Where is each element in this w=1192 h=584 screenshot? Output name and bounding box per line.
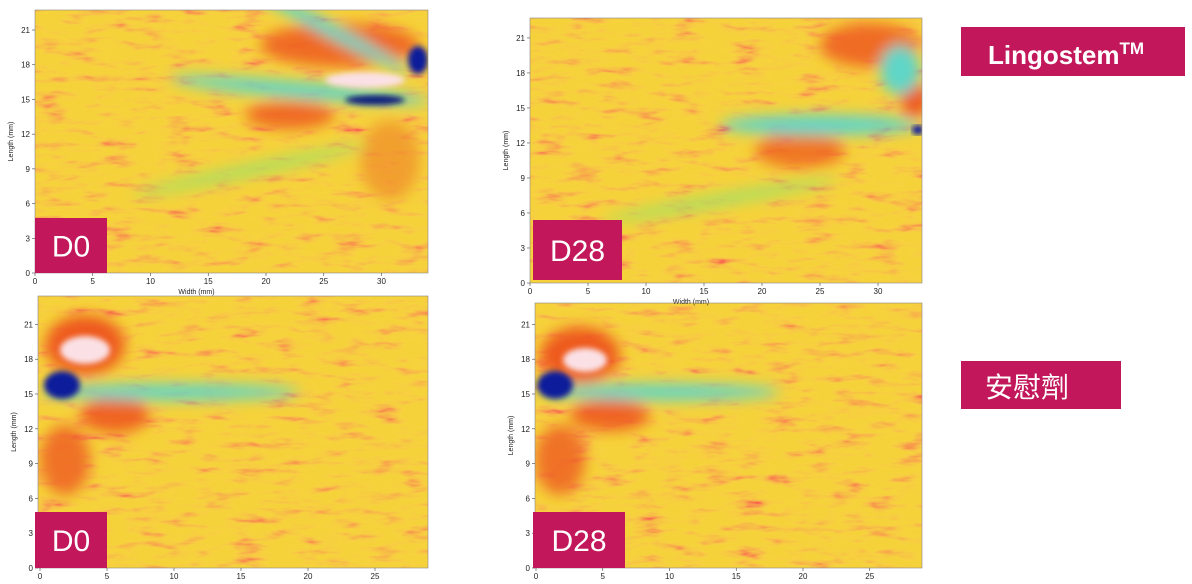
x-tick-label: 10 <box>170 572 179 581</box>
y-tick-label: 9 <box>521 174 526 183</box>
x-tick-label: 15 <box>204 277 213 286</box>
group-label-box <box>961 27 1185 76</box>
heatmap <box>35 10 428 273</box>
y-axis-title: Length (mm) <box>8 122 15 162</box>
x-tick-label: 10 <box>665 572 674 581</box>
y-tick-label: 9 <box>29 460 34 469</box>
x-tick-label: 5 <box>601 572 606 581</box>
x-tick-label: 25 <box>319 277 328 286</box>
y-tick-label: 0 <box>526 564 531 573</box>
group-label-box <box>961 361 1121 409</box>
plot-frame <box>37 295 429 569</box>
y-tick-label: 12 <box>516 139 525 148</box>
x-tick-label: 15 <box>237 572 246 581</box>
y-tick-label: 0 <box>521 279 526 288</box>
y-tick-label: 12 <box>21 130 30 139</box>
y-tick-label: 0 <box>29 564 34 573</box>
y-tick-label: 3 <box>526 529 531 538</box>
y-tick-label: 21 <box>21 26 30 35</box>
x-tick-label: 5 <box>105 572 110 581</box>
x-tick-label: 0 <box>33 277 38 286</box>
y-tick-label: 6 <box>26 200 31 209</box>
x-tick-label: 25 <box>865 572 874 581</box>
day-label: D28 <box>550 235 605 268</box>
x-tick-label: 5 <box>586 287 591 296</box>
x-tick-label: 15 <box>732 572 741 581</box>
y-tick-label: 15 <box>24 390 33 399</box>
x-tick-label: 15 <box>700 287 709 296</box>
x-axis-title: Width (mm) <box>178 289 214 296</box>
y-tick-label: 21 <box>516 34 525 43</box>
x-tick-label: 25 <box>816 287 825 296</box>
x-tick-label: 5 <box>91 277 96 286</box>
day-label: D28 <box>551 525 606 558</box>
y-axis-title: Length (mm) <box>503 131 510 171</box>
y-tick-label: 15 <box>521 390 530 399</box>
x-tick-label: 0 <box>528 287 533 296</box>
y-tick-label: 3 <box>26 234 31 243</box>
y-tick-label: 21 <box>521 320 530 329</box>
day-label-box <box>533 512 625 568</box>
y-tick-label: 12 <box>521 425 530 434</box>
day-label: D0 <box>52 525 90 558</box>
day-label-box <box>533 220 622 280</box>
heatmap <box>530 18 922 283</box>
x-tick-label: 0 <box>534 572 539 581</box>
y-tick-label: 3 <box>29 529 34 538</box>
x-tick-label: 20 <box>758 287 767 296</box>
y-tick-label: 18 <box>521 355 530 364</box>
y-axis-title: Length (mm) <box>11 412 18 452</box>
day-label-box <box>35 218 107 273</box>
y-tick-label: 9 <box>26 165 31 174</box>
y-tick-label: 18 <box>24 355 33 364</box>
day-label-box <box>35 512 107 568</box>
x-tick-label: 20 <box>304 572 313 581</box>
group-label: LingostemTM <box>988 39 1144 70</box>
y-tick-label: 15 <box>21 95 30 104</box>
plot-frame <box>34 9 429 274</box>
y-tick-label: 6 <box>521 209 526 218</box>
group-label: 安慰劑 <box>985 372 1069 403</box>
plot-frame <box>529 17 923 284</box>
x-tick-label: 25 <box>371 572 380 581</box>
y-tick-label: 15 <box>516 104 525 113</box>
x-tick-label: 30 <box>874 287 883 296</box>
y-tick-label: 21 <box>24 320 33 329</box>
y-axis-title: Length (mm) <box>508 416 515 456</box>
y-tick-label: 18 <box>516 69 525 78</box>
x-tick-label: 30 <box>377 277 386 286</box>
plot-frame <box>534 302 923 569</box>
y-tick-label: 12 <box>24 425 33 434</box>
y-tick-label: 6 <box>526 494 531 503</box>
x-tick-label: 10 <box>146 277 155 286</box>
y-tick-label: 18 <box>21 61 30 70</box>
y-tick-label: 3 <box>521 244 526 253</box>
day-label: D0 <box>52 231 90 264</box>
x-axis-title: Width (mm) <box>673 299 709 306</box>
y-tick-label: 9 <box>526 460 531 469</box>
y-tick-label: 0 <box>26 269 31 278</box>
x-tick-label: 20 <box>262 277 271 286</box>
x-tick-label: 20 <box>799 572 808 581</box>
x-tick-label: 0 <box>38 572 43 581</box>
x-tick-label: 10 <box>642 287 651 296</box>
y-tick-label: 6 <box>29 494 34 503</box>
